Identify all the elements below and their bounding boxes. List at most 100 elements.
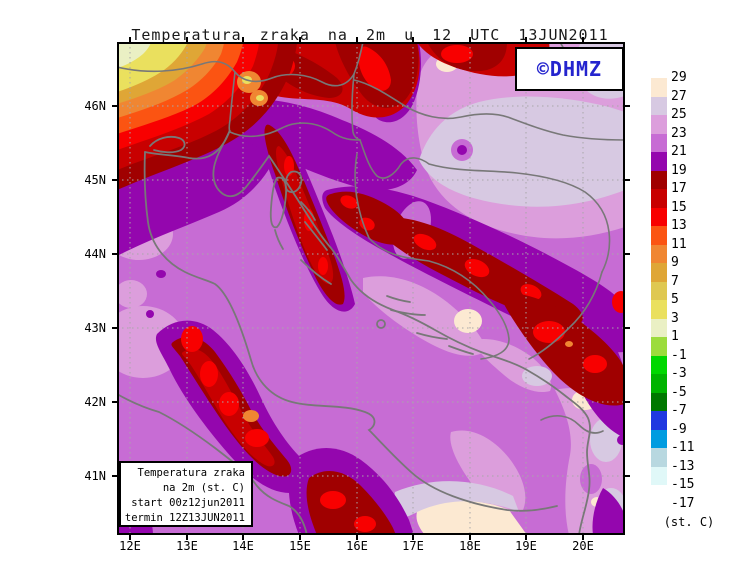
legend-color-box <box>651 115 667 134</box>
legend-tick-label: 19 <box>671 162 687 178</box>
legend-unit-label: (st. C) <box>663 514 715 529</box>
legend-color-box <box>651 392 667 411</box>
legend-tick-label: 11 <box>671 236 687 252</box>
axis-tick <box>525 37 527 42</box>
legend-color-box <box>651 133 667 152</box>
legend-color-box <box>651 189 667 208</box>
legend-tick-label: -15 <box>671 477 695 492</box>
legend-color-box <box>651 281 667 300</box>
axis-tick <box>299 535 301 540</box>
lat-axis-label: 46N <box>84 99 106 113</box>
legend-tick-label: 15 <box>671 199 687 215</box>
map-plot: ©DHMZ Temperatura zraka na 2m (st. C) st… <box>117 42 625 535</box>
legend-tick-label: 1 <box>671 329 679 344</box>
legend-color-box <box>651 429 667 448</box>
axis-tick <box>582 535 584 540</box>
axis-tick <box>112 401 117 403</box>
legend-color-box <box>651 318 667 337</box>
coastline-layer <box>117 129 591 535</box>
lon-axis-label: 13E <box>176 539 198 553</box>
map-frame <box>117 42 625 535</box>
legend-tick-label: 5 <box>671 292 679 307</box>
axis-tick <box>112 475 117 477</box>
axis-tick <box>469 535 471 540</box>
lat-axis-label: 41N <box>84 469 106 483</box>
legend-color-box <box>651 466 667 485</box>
lat-axis-label: 44N <box>84 247 106 261</box>
legend-tick-label: 9 <box>671 255 679 270</box>
axis-tick <box>625 327 630 329</box>
legend-tick-label: 7 <box>671 273 679 289</box>
page-title: Temperatura zraka na 2m u 12 UTC 13JUN20… <box>131 26 609 44</box>
run-info-line: Temperatura zraka <box>137 467 245 479</box>
legend-color-box <box>651 170 667 189</box>
legend-color-box <box>651 300 667 319</box>
legend-tick-label: 25 <box>671 107 687 122</box>
legend-tick-label: 23 <box>671 125 687 141</box>
axis-tick <box>186 535 188 540</box>
lon-axis-label: 14E <box>232 539 254 553</box>
run-info-line: termin 12Z13JUN2011 <box>124 512 245 524</box>
run-info-line: start 00z12jun2011 <box>131 497 245 509</box>
temperature-map-svg <box>117 42 625 535</box>
legend-tick-label: 29 <box>671 70 687 85</box>
lon-axis-label: 15E <box>289 539 311 553</box>
lat-axis-label: 42N <box>84 395 106 409</box>
run-info-line: na 2m (st. C) <box>162 482 245 494</box>
legend-color-box <box>651 263 667 282</box>
axis-tick <box>242 37 244 42</box>
legend-tick-label: 13 <box>671 218 687 233</box>
axis-tick <box>356 37 358 42</box>
lon-axis-label: 12E <box>119 539 141 553</box>
legend-tick-label: -7 <box>671 403 687 418</box>
axis-tick <box>625 105 630 107</box>
axis-tick <box>625 475 630 477</box>
legend-color-box <box>651 226 667 245</box>
axis-tick <box>412 37 414 42</box>
legend-color-box <box>651 485 667 504</box>
lat-axis-label: 43N <box>84 321 106 335</box>
legend-color-box <box>651 411 667 430</box>
axis-tick <box>299 37 301 42</box>
legend-tick-label: 21 <box>671 144 687 159</box>
grid-layer <box>117 42 625 535</box>
axis-tick <box>129 535 131 540</box>
axis-tick <box>112 253 117 255</box>
legend-tick-label: -9 <box>671 421 687 437</box>
lat-axis-label: 45N <box>84 173 106 187</box>
axis-tick <box>112 105 117 107</box>
legend-tick-label: 27 <box>671 88 687 104</box>
dhmz-watermark-text: ©DHMZ <box>536 57 603 81</box>
legend-color-box <box>651 96 667 115</box>
legend-tick-label: -17 <box>671 495 695 511</box>
axis-tick <box>582 37 584 42</box>
legend-color-box <box>651 448 667 467</box>
axis-tick <box>625 253 630 255</box>
border-layer <box>117 42 625 434</box>
axis-tick <box>112 327 117 329</box>
legend-color-box <box>651 78 667 97</box>
legend-tick-label: -1 <box>671 347 687 363</box>
legend-color-box <box>651 207 667 226</box>
axis-tick <box>625 179 630 181</box>
lon-axis-label: 20E <box>572 539 594 553</box>
axis-tick <box>525 535 527 540</box>
lon-axis-label: 17E <box>402 539 424 553</box>
legend-tick-label: -13 <box>671 458 695 474</box>
legend-tick-label: 17 <box>671 181 687 196</box>
legend-tick-label: -5 <box>671 384 687 400</box>
legend-color-box <box>651 337 667 356</box>
legend-tick-label: -3 <box>671 366 687 381</box>
axis-tick <box>625 401 630 403</box>
axis-tick <box>129 37 131 42</box>
axis-tick <box>186 37 188 42</box>
legend-tick-label: -11 <box>671 440 695 455</box>
lon-axis-label: 16E <box>346 539 368 553</box>
dhmz-watermark-box: ©DHMZ <box>515 47 624 91</box>
legend-color-box <box>651 374 667 393</box>
axis-tick <box>412 535 414 540</box>
legend-color-box <box>651 152 667 171</box>
axis-tick <box>242 535 244 540</box>
lon-axis-label: 18E <box>459 539 481 553</box>
